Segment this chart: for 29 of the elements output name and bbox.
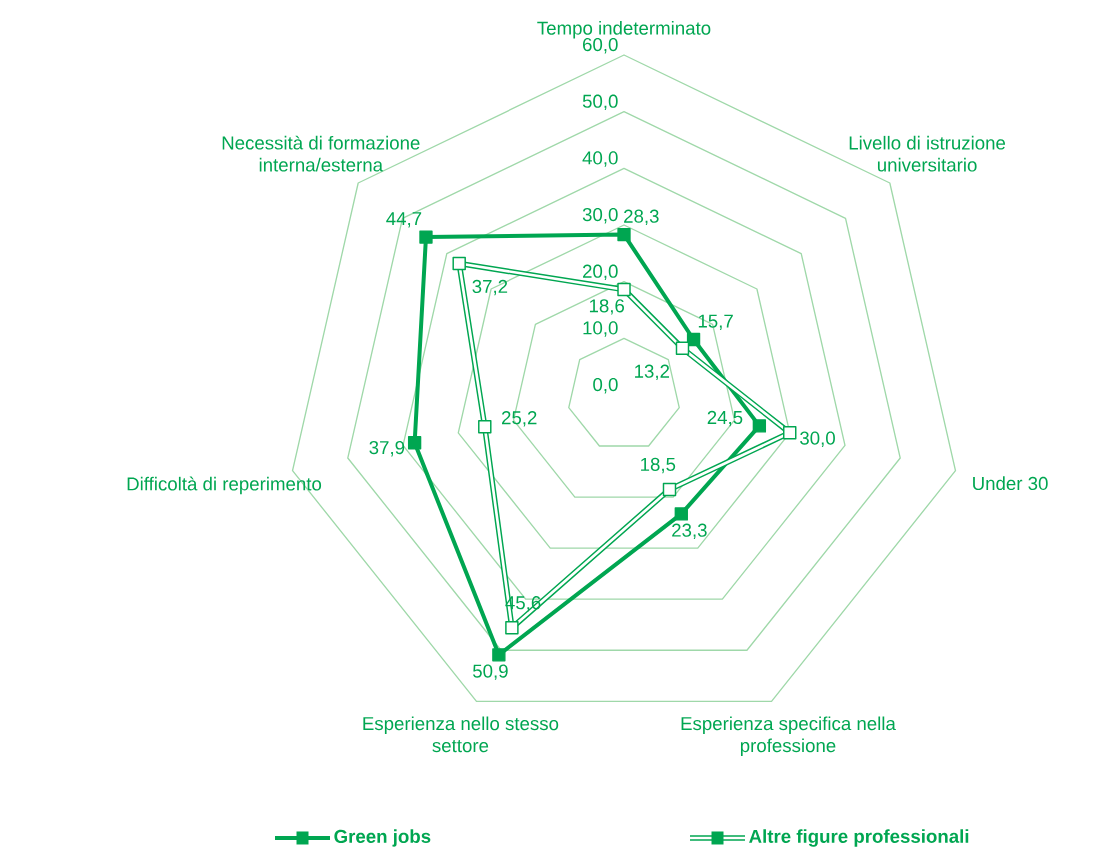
data-label: 25,2 — [502, 411, 537, 427]
legend-label: Altre figure professionali — [749, 829, 969, 847]
y-tick-label: 10,0 — [583, 321, 618, 337]
data-label: 44,7 — [386, 212, 422, 228]
spoke-label: Under 30 — [973, 476, 1048, 491]
data-label: 37,2 — [472, 279, 508, 296]
spoke-label: Necessità di formazione interna/esterna — [222, 135, 420, 172]
data-label: 30,0 — [800, 431, 835, 447]
spoke-label: Esperienza specifica nella professione — [681, 716, 896, 756]
y-tick-label: 0,0 — [593, 377, 618, 394]
y-tick-label: 50,0 — [582, 94, 618, 111]
data-label: 50,9 — [473, 664, 508, 680]
data-label: 23,3 — [672, 523, 707, 539]
y-tick-label: 60,0 — [583, 37, 618, 54]
spoke-label: Livello di istruzione universitario — [849, 135, 1006, 172]
data-label: 18,5 — [641, 457, 676, 474]
data-label: 37,9 — [369, 440, 405, 457]
spoke-label: Tempo indeterminato — [537, 21, 711, 39]
data-label: 18,6 — [589, 299, 625, 315]
legend-label: Green jobs — [334, 829, 431, 847]
data-label: 13,2 — [635, 364, 670, 381]
y-tick-label: 20,0 — [583, 264, 618, 281]
data-label: 24,5 — [707, 410, 743, 427]
data-label: 15,7 — [698, 314, 733, 330]
y-tick-label: 30,0 — [582, 207, 618, 224]
data-label: 28,3 — [624, 209, 659, 226]
spoke-label: Difficoltà di reperimento — [127, 476, 322, 495]
y-tick-label: 40,0 — [582, 151, 618, 167]
spoke-label: Esperienza nello stesso settore — [363, 716, 559, 753]
